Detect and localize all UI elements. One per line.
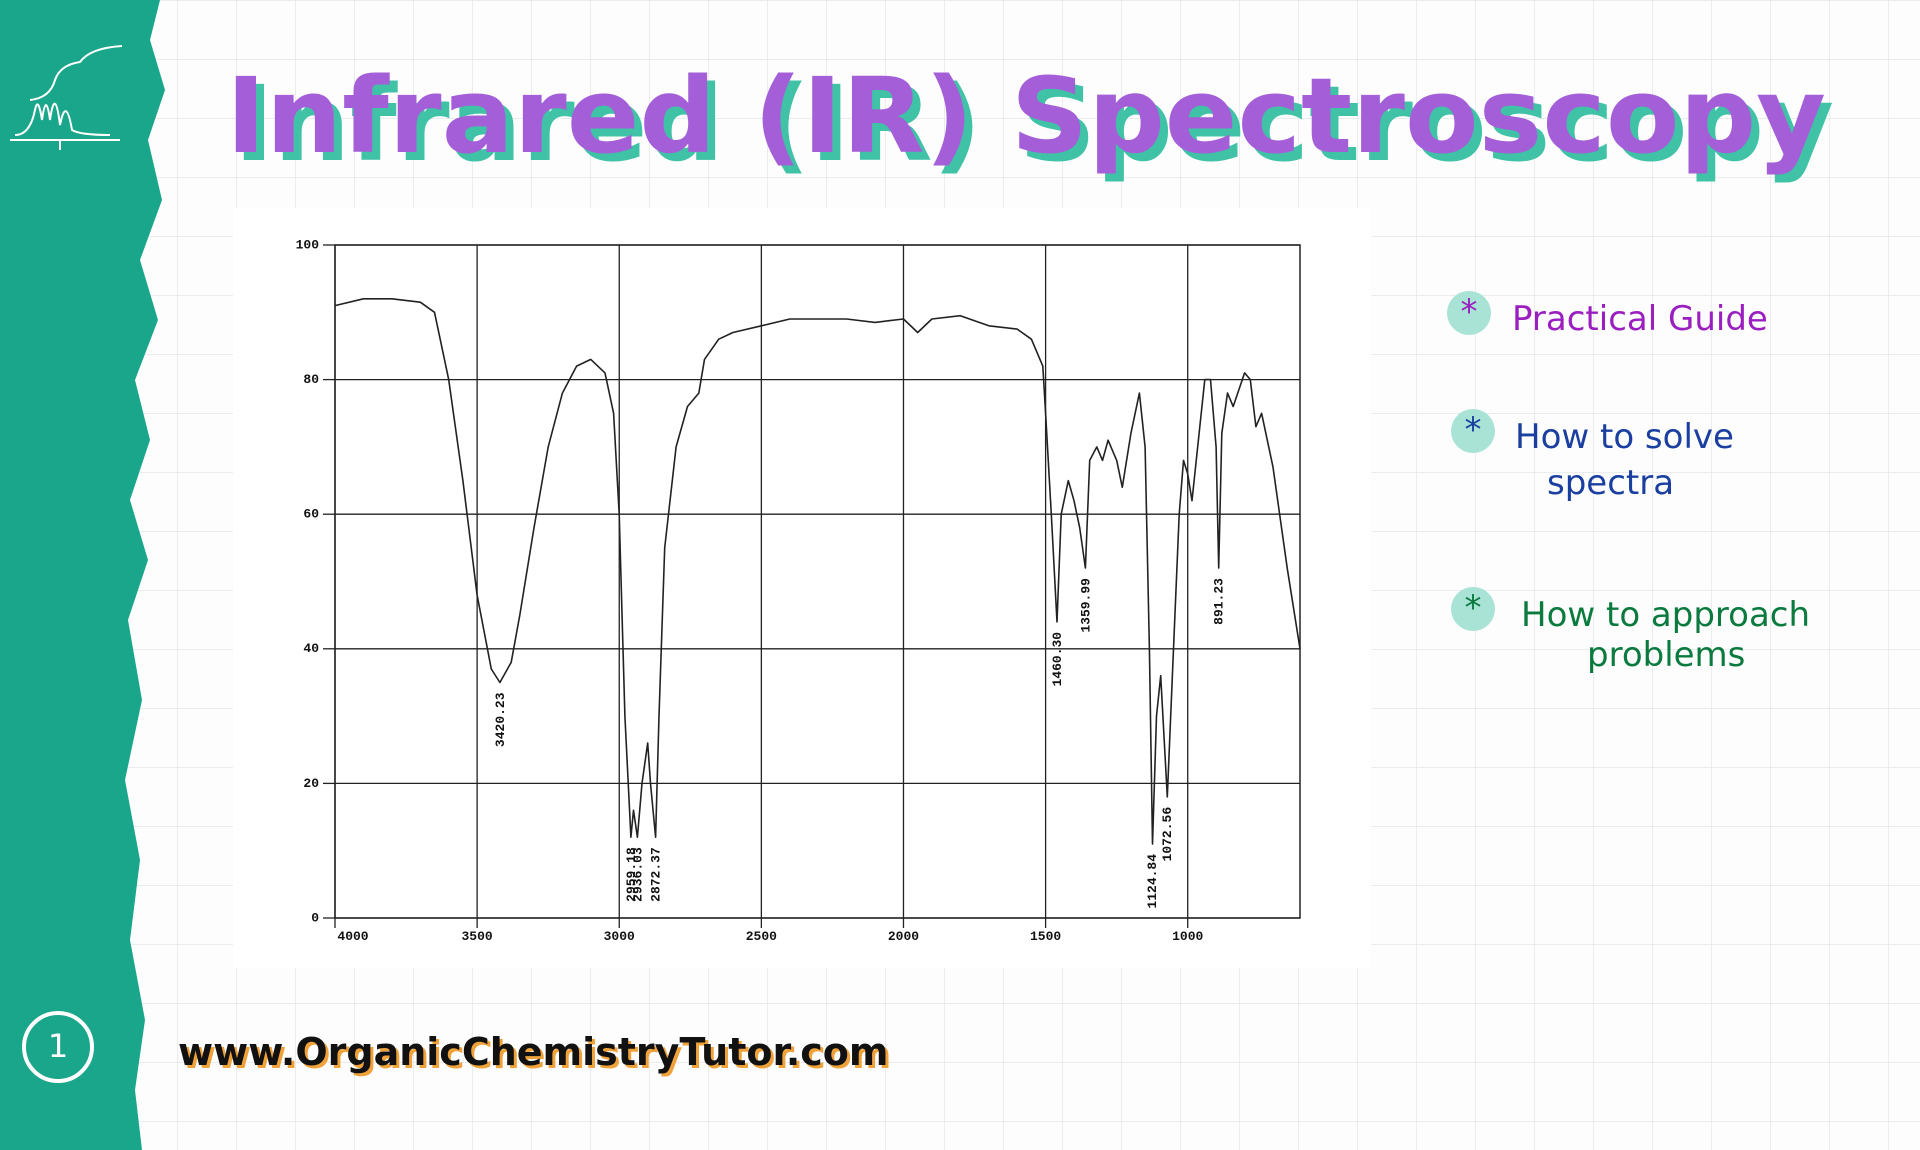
chart: 0 20 40 60 80 100 4000 3500 3000 2500 2000 1500 1000… (296, 237, 1301, 944)
x-tick-label: 3000 (604, 929, 635, 944)
y-tick-label: 40 (303, 641, 319, 656)
svg-text:*: * (1465, 410, 1482, 450)
peak-label: 1460.30 (1050, 632, 1065, 687)
x-tick-label: 4000 (337, 929, 368, 944)
peak-label: 2872.37 (649, 847, 664, 902)
svg-text:*: * (1465, 588, 1482, 628)
footer: www.OrganicChemistryTutor.com (178, 1030, 889, 1074)
y-tick-label: 0 (311, 910, 319, 925)
spectrum-line (334, 298, 1301, 845)
bullet-markers: * * * (1447, 291, 1495, 631)
bullet-text: spectra (1547, 463, 1674, 503)
peak-label: 2936.03 (630, 847, 645, 902)
title-shadow: Infrared (IR) Spectroscopy (234, 63, 1834, 185)
peak-label: 891.23 (1212, 578, 1227, 625)
bullet-text: How to solve (1515, 417, 1734, 457)
side-strip (0, 0, 165, 1150)
y-tick-label: 60 (303, 507, 319, 522)
peak-label: 1124.84 (1145, 854, 1160, 909)
y-tick-label: 80 (303, 372, 319, 387)
bullet-text: How to approach (1521, 595, 1810, 635)
svg-text:*: * (1461, 292, 1478, 332)
x-tick-label: 2000 (888, 929, 919, 944)
peak-label: 2959.18 (624, 847, 639, 902)
footer-shadow: www.OrganicChemistryTutor.com (181, 1033, 892, 1077)
peak-label: 1072.56 (1160, 807, 1175, 862)
peak-label: 1359.99 (1078, 578, 1093, 633)
title: Infrared (IR) Spectroscopy (226, 55, 1826, 177)
slide-number-circle (22, 1011, 94, 1083)
plot-frame (334, 244, 1301, 919)
peak-label: 3420.23 (493, 692, 508, 747)
x-tick-label: 1500 (1030, 929, 1061, 944)
bullet-text: Practical Guide (1512, 299, 1768, 339)
slide-number: 1 (48, 1027, 68, 1065)
x-tick-label: 2500 (746, 929, 777, 944)
x-tick-label: 3500 (462, 929, 493, 944)
x-tick-label: 1000 (1172, 929, 1203, 944)
y-tick-label: 20 (303, 776, 319, 791)
bullet-text: problems (1587, 635, 1745, 675)
logo (10, 45, 123, 150)
chart-panel (233, 208, 1371, 968)
y-tick-label: 100 (296, 237, 320, 252)
